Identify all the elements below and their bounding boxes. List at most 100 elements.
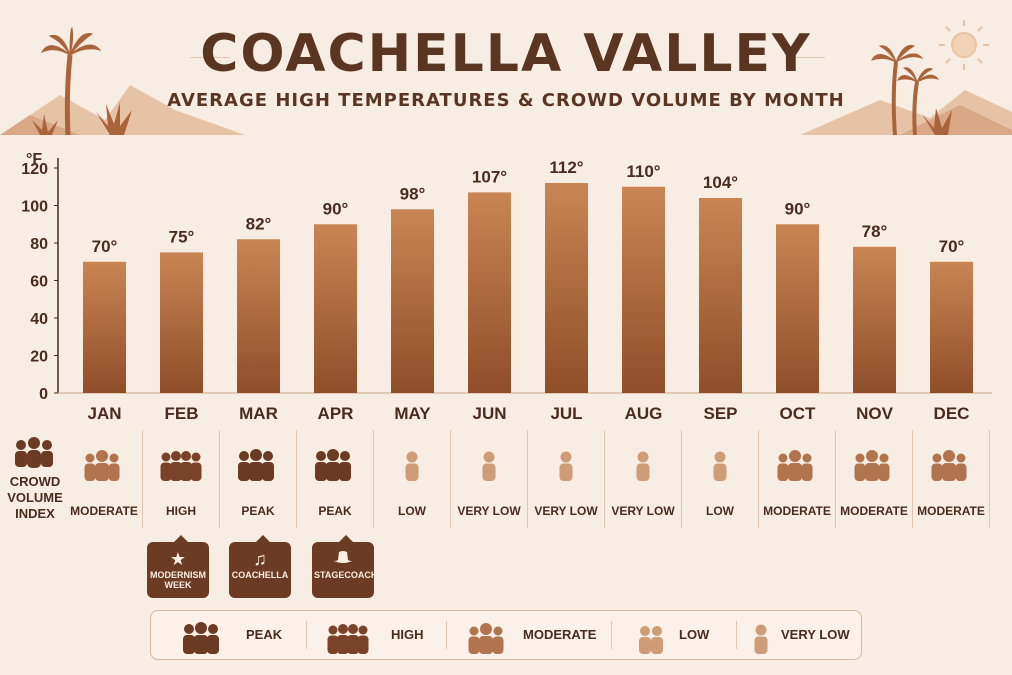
x-tick-label-nov: NOV — [856, 404, 894, 423]
legend-label: LOW — [679, 627, 710, 642]
x-tick-label-jun: JUN — [472, 404, 506, 423]
crowd-cell-sep: LOW — [682, 430, 759, 528]
value-label-dec: 70° — [939, 237, 965, 256]
crowd-level-label: MODERATE — [763, 504, 831, 518]
peak-crowd-icon — [238, 449, 274, 481]
event-label: STAGECOACH — [314, 570, 378, 580]
right-dunes — [800, 90, 1012, 135]
crowd-level-label: LOW — [398, 504, 426, 518]
event-label: COACHELLA — [231, 570, 289, 580]
high-crowd-icon — [327, 624, 369, 654]
legend-label: VERY LOW — [781, 627, 850, 642]
legend-label: HIGH — [391, 627, 424, 642]
crowd-cell-dec: MODERATE — [913, 430, 990, 528]
moderate-crowd-icon — [931, 450, 967, 481]
bar-jul — [545, 183, 588, 393]
low-crowd-icon — [639, 626, 663, 654]
y-tick-label: 80 — [30, 236, 48, 253]
crowd-label-line-2: VOLUME — [7, 490, 63, 505]
legend-separator — [611, 621, 612, 649]
right-palm-tree-icon — [871, 44, 940, 136]
crowd-cell-jan: MODERATE — [66, 430, 143, 528]
y-tick-label: 100 — [21, 199, 48, 216]
crowd-volume-row: MODERATE HIGH PEAK PEAK LOW VERY LOW VERY LOW V… — [66, 430, 990, 528]
desert-scene-illustration — [0, 20, 1012, 136]
crowd-level-label: PEAK — [241, 504, 275, 518]
crowd-cell-icon — [297, 448, 373, 486]
y-axis: °F 0 20 40 60 80 100 120 — [21, 151, 992, 403]
bar-jun — [468, 192, 511, 393]
event-badge-stagecoach: STAGECOACH — [312, 535, 378, 598]
crowd-cell-icon — [66, 448, 142, 486]
legend-label: MODERATE — [523, 627, 597, 642]
value-label-nov: 78° — [862, 222, 888, 241]
bar-dec — [930, 261, 973, 393]
value-label-aug: 110° — [626, 162, 660, 181]
star-icon: ★ — [169, 549, 187, 569]
crowd-cell-jun: VERY LOW — [451, 430, 528, 528]
crowd-cell-icon — [451, 448, 527, 486]
bar-jan — [83, 261, 126, 393]
high-crowd-icon — [160, 451, 202, 481]
title-rule-right — [785, 57, 825, 58]
x-tick-label-dec: DEC — [934, 404, 970, 423]
x-tick-label-sep: SEP — [703, 404, 737, 423]
legend-separator — [306, 621, 307, 649]
x-tick-label-may: MAY — [394, 404, 431, 423]
event-badge-coachella: ♫ COACHELLA — [229, 535, 291, 598]
moderate-crowd-icon — [777, 450, 813, 481]
legend-icon — [739, 621, 783, 660]
crowd-level-label: PEAK — [318, 504, 352, 518]
crowd-cell-nov: MODERATE — [836, 430, 913, 528]
crowd-volume-index-label: CROWD VOLUME INDEX — [6, 474, 64, 522]
value-label-sep: 104° — [703, 173, 738, 192]
value-label-jul: 112° — [549, 158, 583, 177]
value-label-may: 98° — [400, 184, 426, 203]
crowd-legend: PEAK HIGH MODERATE LOW VERY LOW — [150, 610, 862, 660]
y-axis-unit-label: °F — [26, 151, 42, 168]
low-crowd-icon — [405, 451, 419, 481]
bar-series — [83, 183, 973, 393]
crowd-cell-icon — [682, 448, 758, 486]
value-label-jan: 70° — [92, 237, 118, 256]
crowd-cell-aug: VERY LOW — [605, 430, 682, 528]
title-rule-left — [190, 57, 230, 58]
bar-mar — [237, 239, 280, 393]
crowd-cell-icon — [913, 448, 989, 486]
page-subtitle: AVERAGE HIGH TEMPERATURES & CROWD VOLUME… — [167, 90, 845, 111]
y-tick-label: 120 — [21, 161, 48, 178]
y-tick-label: 20 — [30, 349, 48, 366]
bar-aug — [622, 186, 665, 393]
crowd-level-label: MODERATE — [840, 504, 908, 518]
value-label-feb: 75° — [169, 227, 195, 246]
crowd-cell-mar: PEAK — [220, 430, 297, 528]
value-label-apr: 90° — [323, 199, 349, 218]
crowd-cell-icon — [374, 448, 450, 486]
bar-sep — [699, 198, 742, 393]
crowd-level-label: MODERATE — [917, 504, 985, 518]
y-tick-label: 60 — [30, 274, 48, 291]
x-tick-label-oct: OCT — [780, 404, 817, 423]
left-dunes — [0, 85, 245, 135]
legend-icon — [466, 621, 510, 660]
crowd-label-line-3: INDEX — [15, 506, 55, 521]
legend-separator — [446, 621, 447, 649]
value-label-mar: 82° — [246, 214, 272, 233]
x-tick-label-mar: MAR — [239, 404, 278, 423]
value-label-jun: 107° — [472, 167, 507, 186]
crowd-index-icon — [15, 437, 53, 468]
value-label-oct: 90° — [785, 199, 811, 218]
right-agave-icon — [922, 108, 952, 135]
bar-feb — [160, 252, 203, 393]
moderate-crowd-icon — [84, 450, 120, 481]
x-tick-label-apr: APR — [318, 404, 354, 423]
very-low-crowd-icon — [754, 624, 768, 654]
very-low-crowd-icon — [559, 451, 573, 481]
crowd-level-label: MODERATE — [70, 504, 138, 518]
sun-icon — [939, 20, 989, 70]
crowd-cell-apr: PEAK — [297, 430, 374, 528]
low-crowd-icon — [713, 451, 727, 481]
crowd-cell-icon — [759, 448, 835, 486]
crowd-cell-feb: HIGH — [143, 430, 220, 528]
crowd-label-line-1: CROWD — [9, 474, 61, 489]
